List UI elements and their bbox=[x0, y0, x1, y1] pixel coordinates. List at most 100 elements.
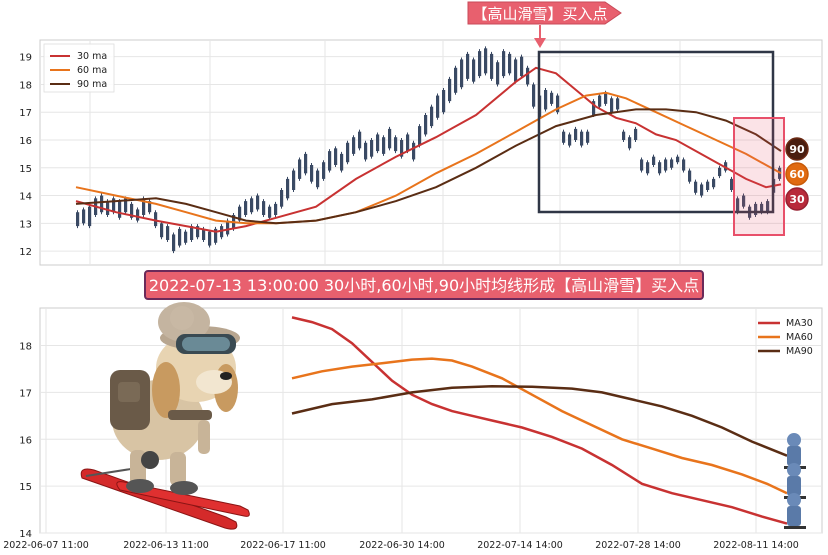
candle-body bbox=[610, 98, 614, 113]
bottom-line-ma90 bbox=[291, 385, 788, 457]
candle-body bbox=[682, 159, 686, 171]
legend-label-ma90: 90 ma bbox=[77, 79, 107, 90]
candle-body bbox=[76, 212, 80, 227]
candle-body bbox=[400, 140, 404, 157]
candle-body bbox=[82, 209, 86, 224]
candle-body bbox=[544, 90, 548, 110]
legend-label-ma30-bottom: MA30 bbox=[786, 318, 813, 329]
banner-shape bbox=[467, 1, 622, 25]
candle-body bbox=[166, 226, 170, 240]
banner-text: 【高山滑雪】买入点 bbox=[472, 5, 607, 23]
top-y-tick-label: 14 bbox=[19, 192, 32, 203]
candle-body bbox=[148, 201, 152, 213]
candle-body bbox=[280, 190, 284, 207]
top-y-tick-label: 19 bbox=[19, 53, 32, 64]
candle-body bbox=[694, 181, 698, 193]
candle-body bbox=[592, 101, 596, 115]
candle-body bbox=[106, 201, 110, 215]
candle-body bbox=[454, 67, 458, 93]
candle-body bbox=[214, 228, 218, 243]
candle-body bbox=[490, 53, 494, 79]
candle-body bbox=[604, 92, 608, 104]
candle-body bbox=[736, 198, 740, 213]
candle-body bbox=[190, 226, 194, 240]
candle-body bbox=[730, 178, 734, 190]
legend-label-ma30: 30 ma bbox=[77, 51, 107, 62]
candle-body bbox=[460, 59, 464, 88]
candle-body bbox=[382, 137, 386, 154]
candle-body bbox=[556, 95, 560, 113]
bottom-y-tick-label: 16 bbox=[19, 435, 32, 446]
candle-body bbox=[754, 203, 758, 215]
top-line-ma30 bbox=[75, 66, 782, 233]
candle-body bbox=[550, 92, 554, 104]
candle-body bbox=[628, 137, 632, 149]
candle-body bbox=[658, 162, 662, 174]
cartoon-figures bbox=[784, 433, 806, 529]
legend-label-ma60: 60 ma bbox=[77, 65, 107, 76]
bottom-legend: MA30 MA60 MA90 bbox=[758, 318, 813, 357]
top-y-tick-label: 17 bbox=[19, 108, 32, 119]
top-y-tick-label: 18 bbox=[19, 80, 32, 91]
candle-body bbox=[706, 181, 710, 190]
ma60-badge: 60 bbox=[785, 162, 809, 186]
candle-body bbox=[316, 170, 320, 188]
candle-body bbox=[304, 153, 308, 174]
bottom-y-axis: 14 15 16 17 18 bbox=[19, 342, 32, 541]
candle-body bbox=[196, 226, 200, 238]
candle-body bbox=[424, 115, 428, 135]
candle-body bbox=[256, 195, 260, 210]
bottom-x-tick-label: 2022-06-17 11:00 bbox=[240, 540, 326, 551]
candle-body bbox=[574, 128, 578, 140]
candle-body bbox=[586, 131, 590, 143]
banner-arrow-head bbox=[534, 38, 546, 48]
candle-body bbox=[766, 201, 770, 213]
candle-body bbox=[436, 95, 440, 118]
moving-average-lines bbox=[75, 66, 782, 233]
legend-label-ma90-bottom: MA90 bbox=[786, 346, 813, 357]
candle-body bbox=[310, 165, 314, 182]
candle-body bbox=[352, 137, 356, 154]
candle-body bbox=[484, 48, 488, 74]
candle-body bbox=[346, 142, 350, 163]
top-y-tick-label: 12 bbox=[19, 247, 32, 258]
buy-zone-highlight bbox=[733, 117, 785, 236]
moving-average-chart: 14 15 16 17 18 2022-06-07 11:00 2022-06-13 11… bbox=[3, 302, 823, 551]
skiing-dog-illustration bbox=[80, 302, 250, 530]
candle-body bbox=[286, 178, 290, 199]
candle-body bbox=[292, 170, 296, 190]
candle-body bbox=[100, 195, 104, 213]
bottom-line-ma60 bbox=[291, 357, 788, 495]
candle-body bbox=[676, 156, 680, 163]
candle-body bbox=[442, 90, 446, 113]
candle-body bbox=[634, 128, 638, 140]
candle-body bbox=[448, 78, 452, 102]
candle-body bbox=[688, 170, 692, 182]
candle-body bbox=[532, 84, 536, 107]
ma90-badge: 90 bbox=[785, 137, 809, 161]
candle-body bbox=[268, 206, 272, 218]
candle-body bbox=[718, 167, 722, 177]
candle-body bbox=[514, 59, 518, 82]
candle-body bbox=[394, 137, 398, 152]
candle-body bbox=[340, 153, 344, 171]
candle-body bbox=[274, 203, 278, 215]
candle-body bbox=[178, 228, 182, 246]
candle-body bbox=[370, 140, 374, 157]
candle-body bbox=[358, 131, 362, 149]
candle-body bbox=[130, 203, 134, 218]
candle-body bbox=[202, 228, 206, 240]
candle-body bbox=[322, 162, 326, 179]
candle-body bbox=[88, 206, 92, 227]
candlestick-chart: 12 13 14 15 16 17 18 19 30 ma 60 ma 90 ma 90 60 bbox=[19, 1, 823, 266]
candle-body bbox=[640, 159, 644, 171]
top-y-tick-label: 16 bbox=[19, 136, 32, 147]
candle-body bbox=[388, 128, 392, 149]
top-y-axis: 12 13 14 15 16 17 18 19 bbox=[19, 53, 32, 258]
bottom-y-tick-label: 15 bbox=[19, 482, 32, 493]
candle-body bbox=[418, 126, 422, 146]
bottom-line-ma30 bbox=[291, 316, 788, 525]
candle-body bbox=[136, 209, 140, 221]
candle-body bbox=[244, 201, 248, 215]
ma60-badge-label: 60 bbox=[789, 168, 805, 181]
